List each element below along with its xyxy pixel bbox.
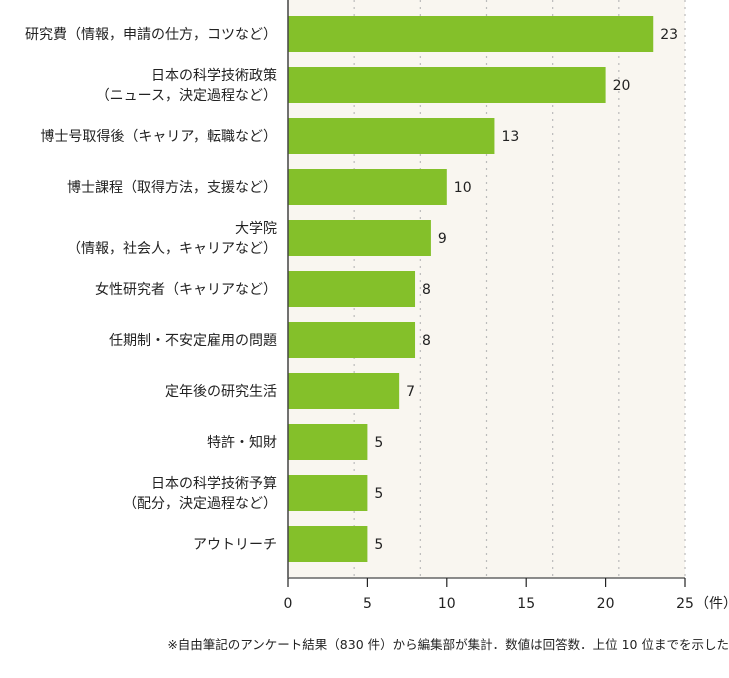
category-label: 任期制・不安定雇用の問題 [109, 332, 277, 349]
x-tick-label: 10 [438, 596, 456, 612]
x-tick-label: 15 [517, 596, 535, 612]
bar [288, 169, 447, 205]
data-label: 5 [374, 537, 383, 553]
bar [288, 16, 654, 52]
x-axis-unit: （件） [695, 596, 729, 612]
x-tick-label: 5 [363, 596, 372, 612]
bar [288, 118, 495, 154]
category-label: 大学院 [235, 221, 277, 237]
category-label: （情報，社会人，キャリアなど） [67, 241, 277, 257]
bar [288, 322, 416, 358]
data-label: 20 [613, 78, 631, 94]
category-label: アウトリーチ [193, 537, 277, 553]
category-label: （ニュース，決定過程など） [96, 88, 277, 104]
data-label: 7 [406, 384, 415, 400]
data-label: 23 [660, 27, 678, 43]
data-label: 5 [374, 435, 383, 451]
footnote: ※自由筆記のアンケート結果（830 件）から編集部が集計．数値は回答数．上位 1… [167, 637, 729, 652]
category-label: （配分，決定過程など） [123, 496, 277, 512]
category-label: 日本の科学技術予算 [151, 476, 277, 492]
category-label: 博士号取得後（キャリア，転職など） [40, 128, 277, 145]
data-label: 10 [454, 180, 472, 196]
x-tick-label: 25 [676, 596, 694, 612]
bar [288, 271, 416, 307]
category-label: 博士課程（取得方法，支援など） [67, 179, 277, 196]
bar [288, 424, 368, 460]
bar [288, 475, 368, 511]
x-tick-label: 0 [284, 596, 293, 612]
bar [288, 67, 606, 103]
bar [288, 220, 431, 256]
category-label: 女性研究者（キャリアなど） [95, 281, 277, 298]
data-label: 5 [374, 486, 383, 502]
x-tick-label: 20 [597, 596, 615, 612]
category-label: 研究費（情報，申請の仕方，コツなど） [25, 27, 277, 43]
category-label: 定年後の研究生活 [165, 384, 277, 400]
data-label: 13 [501, 129, 519, 145]
bar [288, 373, 400, 409]
data-label: 9 [438, 231, 447, 247]
data-label: 8 [422, 333, 431, 349]
category-label: 特許・知財 [207, 434, 277, 451]
category-label: 日本の科学技術政策 [151, 67, 277, 84]
bar [288, 526, 368, 562]
data-label: 8 [422, 282, 431, 298]
